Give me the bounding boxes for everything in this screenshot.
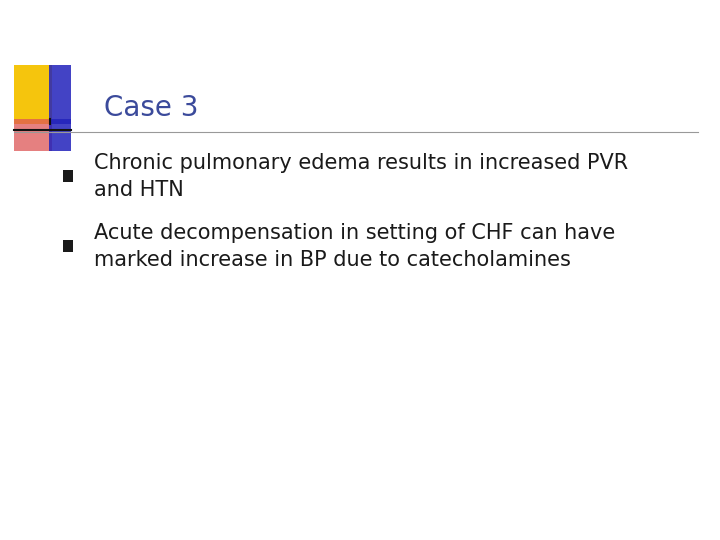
Bar: [14, 119, 52, 151]
Text: Acute decompensation in setting of CHF can have
marked increase in BP due to cat: Acute decompensation in setting of CHF c…: [94, 223, 615, 271]
Bar: [14, 65, 52, 124]
Bar: [63, 240, 73, 252]
Text: Case 3: Case 3: [104, 94, 199, 122]
Text: Chronic pulmonary edema results in increased PVR
and HTN: Chronic pulmonary edema results in incre…: [94, 153, 628, 200]
Bar: [63, 170, 73, 182]
Bar: [49, 65, 71, 124]
Bar: [49, 119, 71, 151]
